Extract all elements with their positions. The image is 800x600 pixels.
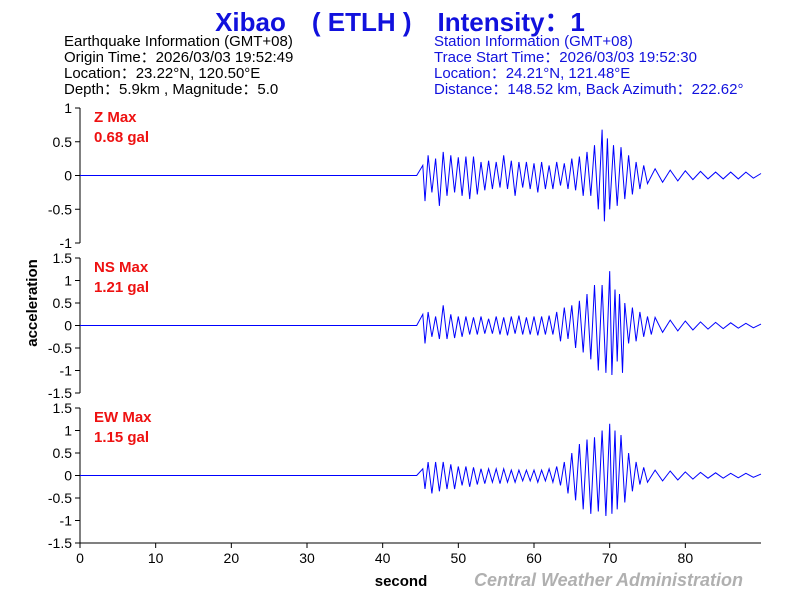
epicenter-location: Location：23.22°N, 120.50°E	[64, 65, 261, 82]
waveform-trace	[80, 129, 762, 222]
depth-magnitude: Depth：5.9km , Magnitude：5.0	[64, 81, 279, 98]
component-max-label: EW Max	[94, 409, 152, 426]
station-location: Location：24.21°N, 121.48°E	[434, 65, 631, 82]
y-tick-label: -1	[60, 513, 73, 529]
distance-azimuth: Distance：148.52 km, Back Azimuth：222.62°	[434, 81, 744, 98]
component-max-label: Z Max	[94, 109, 137, 126]
y-tick-label: -1	[60, 363, 73, 379]
y-tick-label: 1	[64, 273, 72, 289]
y-axis-label: acceleration	[24, 259, 41, 347]
y-tick-label: 0	[64, 168, 72, 184]
x-axis-label: second	[375, 573, 428, 590]
agency-credit: Central Weather Administration	[474, 570, 744, 590]
y-tick-label: 1.5	[53, 250, 73, 266]
y-tick-label: 0.5	[53, 134, 73, 150]
y-tick-label: 0.5	[53, 295, 73, 311]
x-tick-label: 30	[299, 550, 315, 566]
x-tick-label: 40	[375, 550, 391, 566]
y-tick-label: 0	[64, 318, 72, 334]
x-tick-label: 10	[148, 550, 164, 566]
y-tick-label: 1.5	[53, 400, 73, 416]
station-info-heading: Station Information (GMT+08)	[434, 33, 633, 50]
y-tick-label: 0	[64, 468, 72, 484]
component-max-value: 1.21 gal	[94, 279, 149, 296]
y-tick-label: 1	[64, 423, 72, 439]
component-max-value: 1.15 gal	[94, 429, 149, 446]
x-tick-label: 70	[602, 550, 618, 566]
y-tick-label: -0.5	[48, 490, 72, 506]
component-max-label: NS Max	[94, 259, 149, 276]
x-tick-label: 60	[526, 550, 542, 566]
waveform-trace	[80, 423, 762, 517]
x-tick-label: 20	[224, 550, 240, 566]
origin-time: Origin Time：2026/03/03 19:52:49	[64, 49, 294, 66]
station-info: Station Information (GMT+08) Trace Start…	[434, 34, 744, 98]
earthquake-info-heading: Earthquake Information (GMT+08)	[64, 33, 293, 50]
x-tick-label: 50	[451, 550, 467, 566]
y-tick-label: -1.5	[48, 385, 72, 401]
waveform-trace	[80, 271, 762, 376]
y-tick-label: -1.5	[48, 535, 72, 551]
y-tick-label: -0.5	[48, 340, 72, 356]
chart-title: Xibao ( ETLH ) Intensity：1	[215, 7, 585, 37]
y-tick-label: 1	[64, 100, 72, 116]
y-tick-label: -0.5	[48, 201, 72, 217]
component-max-value: 0.68 gal	[94, 129, 149, 146]
x-tick-label: 80	[678, 550, 694, 566]
trace-start-time: Trace Start Time：2026/03/03 19:52:30	[434, 49, 697, 66]
earthquake-info: Earthquake Information (GMT+08) Origin T…	[64, 34, 293, 98]
y-tick-label: 0.5	[53, 445, 73, 461]
x-tick-label: 0	[76, 550, 84, 566]
y-tick-label: -1	[60, 235, 73, 251]
